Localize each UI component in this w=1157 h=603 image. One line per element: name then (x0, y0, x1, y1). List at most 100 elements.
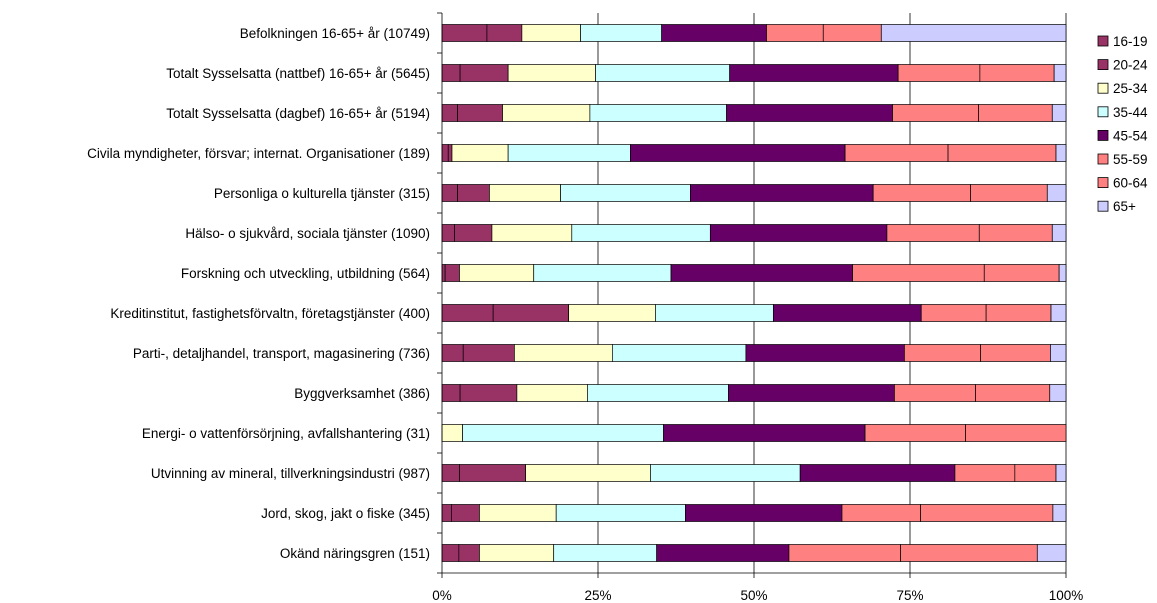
bar-segment-20-24 (451, 504, 480, 522)
bar-segment-20-24 (486, 24, 523, 42)
legend-swatch (1097, 177, 1109, 189)
bar-segment-16-19 (441, 504, 452, 522)
bar-segment-65+ (1053, 64, 1067, 82)
bar-segment-35-44 (553, 544, 658, 562)
bar-segment-25-34 (451, 144, 509, 162)
bar-segment-45-54 (656, 544, 790, 562)
bar-segment-60-64 (980, 344, 1051, 362)
bar-segment-60-64 (985, 304, 1052, 322)
bar-segment-60-64 (920, 504, 1054, 522)
bar-segment-35-44 (571, 224, 711, 242)
category-labels: Befolkningen 16-65+ år (10749) Totalt Sys… (87, 26, 430, 561)
gridlines (597, 13, 1067, 573)
bar-segment-25-34 (502, 104, 591, 122)
bar-segment-60-64 (975, 384, 1051, 402)
bar-segment-16-19 (441, 464, 460, 482)
legend-item: 65+ (1097, 199, 1136, 214)
bar-segment-35-44 (580, 24, 662, 42)
x-tick-label: 0% (432, 588, 452, 603)
bar-segment-60-64 (900, 544, 1038, 562)
bar-segment-20-24 (447, 144, 453, 162)
category-label: Energi- o vattenförsörjning, avfallshant… (142, 426, 430, 441)
bar-segment-65+ (1051, 104, 1067, 122)
bar-segment-55-59 (844, 144, 949, 162)
bar-segment-65+ (1058, 264, 1067, 282)
bar-segment-20-24 (458, 544, 480, 562)
bars-area (441, 24, 1067, 562)
legend-swatch (1097, 153, 1109, 165)
bar-segment-60-64 (978, 104, 1053, 122)
bar-segment-45-54 (728, 384, 895, 402)
legend-item: 25-34 (1097, 81, 1148, 96)
bar-segment-60-64 (983, 264, 1060, 282)
bar-segment-55-59 (766, 24, 824, 42)
legend-item: 55-59 (1097, 152, 1148, 167)
bar-segment-35-44 (507, 144, 631, 162)
bar-segment-25-34 (525, 464, 651, 482)
bar-segment-65+ (1050, 344, 1067, 362)
bar-segment-25-34 (516, 384, 588, 402)
legend-swatch (1097, 35, 1109, 47)
legend-label: 45-54 (1113, 128, 1148, 143)
category-label: Forskning och utveckling, utbildning (56… (181, 266, 430, 281)
bar-segment-55-59 (872, 184, 971, 202)
bar-segment-16-19 (441, 64, 461, 82)
bar-segment-35-44 (655, 304, 774, 322)
bar-segment-55-59 (894, 384, 976, 402)
bar-segment-55-59 (904, 344, 981, 362)
legend-item: 60-64 (1097, 176, 1148, 191)
bar-segment-25-34 (479, 504, 557, 522)
legend-swatch (1097, 106, 1109, 118)
legend-item: 35-44 (1097, 105, 1148, 120)
bar-segment-45-54 (685, 504, 843, 522)
legend: 16-19 20-24 25-34 35-44 45-54 55-59 60-64 65+ (1097, 34, 1148, 214)
bar-segment-60-64 (970, 184, 1048, 202)
bar-segment-35-44 (589, 104, 727, 122)
legend-label: 16-19 (1113, 34, 1148, 49)
bar-segment-55-59 (864, 424, 966, 442)
bar-segment-25-34 (521, 24, 581, 42)
legend-swatch (1097, 82, 1109, 94)
bar-segment-20-24 (459, 464, 526, 482)
bar-segment-20-24 (444, 264, 460, 282)
bar-segment-65+ (1055, 144, 1067, 162)
category-label: Befolkningen 16-65+ år (10749) (240, 26, 430, 41)
bar-segment-60-64 (822, 24, 882, 42)
x-tick-labels: 0% 25% 50% 75% 100% (432, 588, 1083, 603)
category-label: Byggverksamhet (386) (294, 386, 430, 401)
axes (437, 12, 1067, 578)
bar-segment-16-19 (441, 24, 488, 42)
bar-segment-45-54 (709, 224, 888, 242)
bar-segment-25-34 (479, 544, 555, 562)
bar-segment-45-54 (663, 424, 866, 442)
bar-segment-60-64 (947, 144, 1057, 162)
x-tick-label: 75% (896, 588, 923, 603)
bar-segment-20-24 (492, 304, 570, 322)
category-label: Personliga o kulturella tjänster (315) (214, 186, 430, 201)
bar-segment-55-59 (841, 504, 921, 522)
bar-segment-55-59 (897, 64, 981, 82)
category-label: Utvinning av mineral, tillverkningsindus… (151, 466, 430, 481)
bar-segment-25-34 (489, 184, 561, 202)
bar-segment-16-19 (441, 304, 494, 322)
category-label: Jord, skog, jakt o fiske (345) (261, 506, 430, 521)
legend-item: 20-24 (1097, 58, 1148, 73)
category-label: Kreditinstitut, fastighetsförvaltn, före… (110, 306, 430, 321)
bar-segment-65+ (1055, 464, 1067, 482)
category-label: Okänd näringsgren (151) (280, 546, 430, 561)
bar-segment-35-44 (560, 184, 691, 202)
bar-segment-45-54 (772, 304, 922, 322)
bar-segment-55-59 (852, 264, 985, 282)
category-label: Civila myndigheter, försvar; internat. O… (87, 146, 430, 161)
bar-segment-60-64 (979, 64, 1055, 82)
bar-segment-25-34 (491, 224, 573, 242)
category-label: Totalt Sysselsatta (dagbef) 16-65+ år (5… (166, 106, 430, 121)
bar-segment-35-44 (462, 424, 664, 442)
bar-segment-25-34 (507, 64, 596, 82)
bar-segment-65+ (1051, 224, 1067, 242)
category-label: Hälso- o sjukvård, sociala tjänster (109… (185, 226, 430, 241)
legend-item: 16-19 (1097, 34, 1148, 49)
bar-segment-16-19 (441, 264, 446, 282)
legend-label: 55-59 (1113, 152, 1148, 167)
bar-segment-60-64 (978, 224, 1053, 242)
